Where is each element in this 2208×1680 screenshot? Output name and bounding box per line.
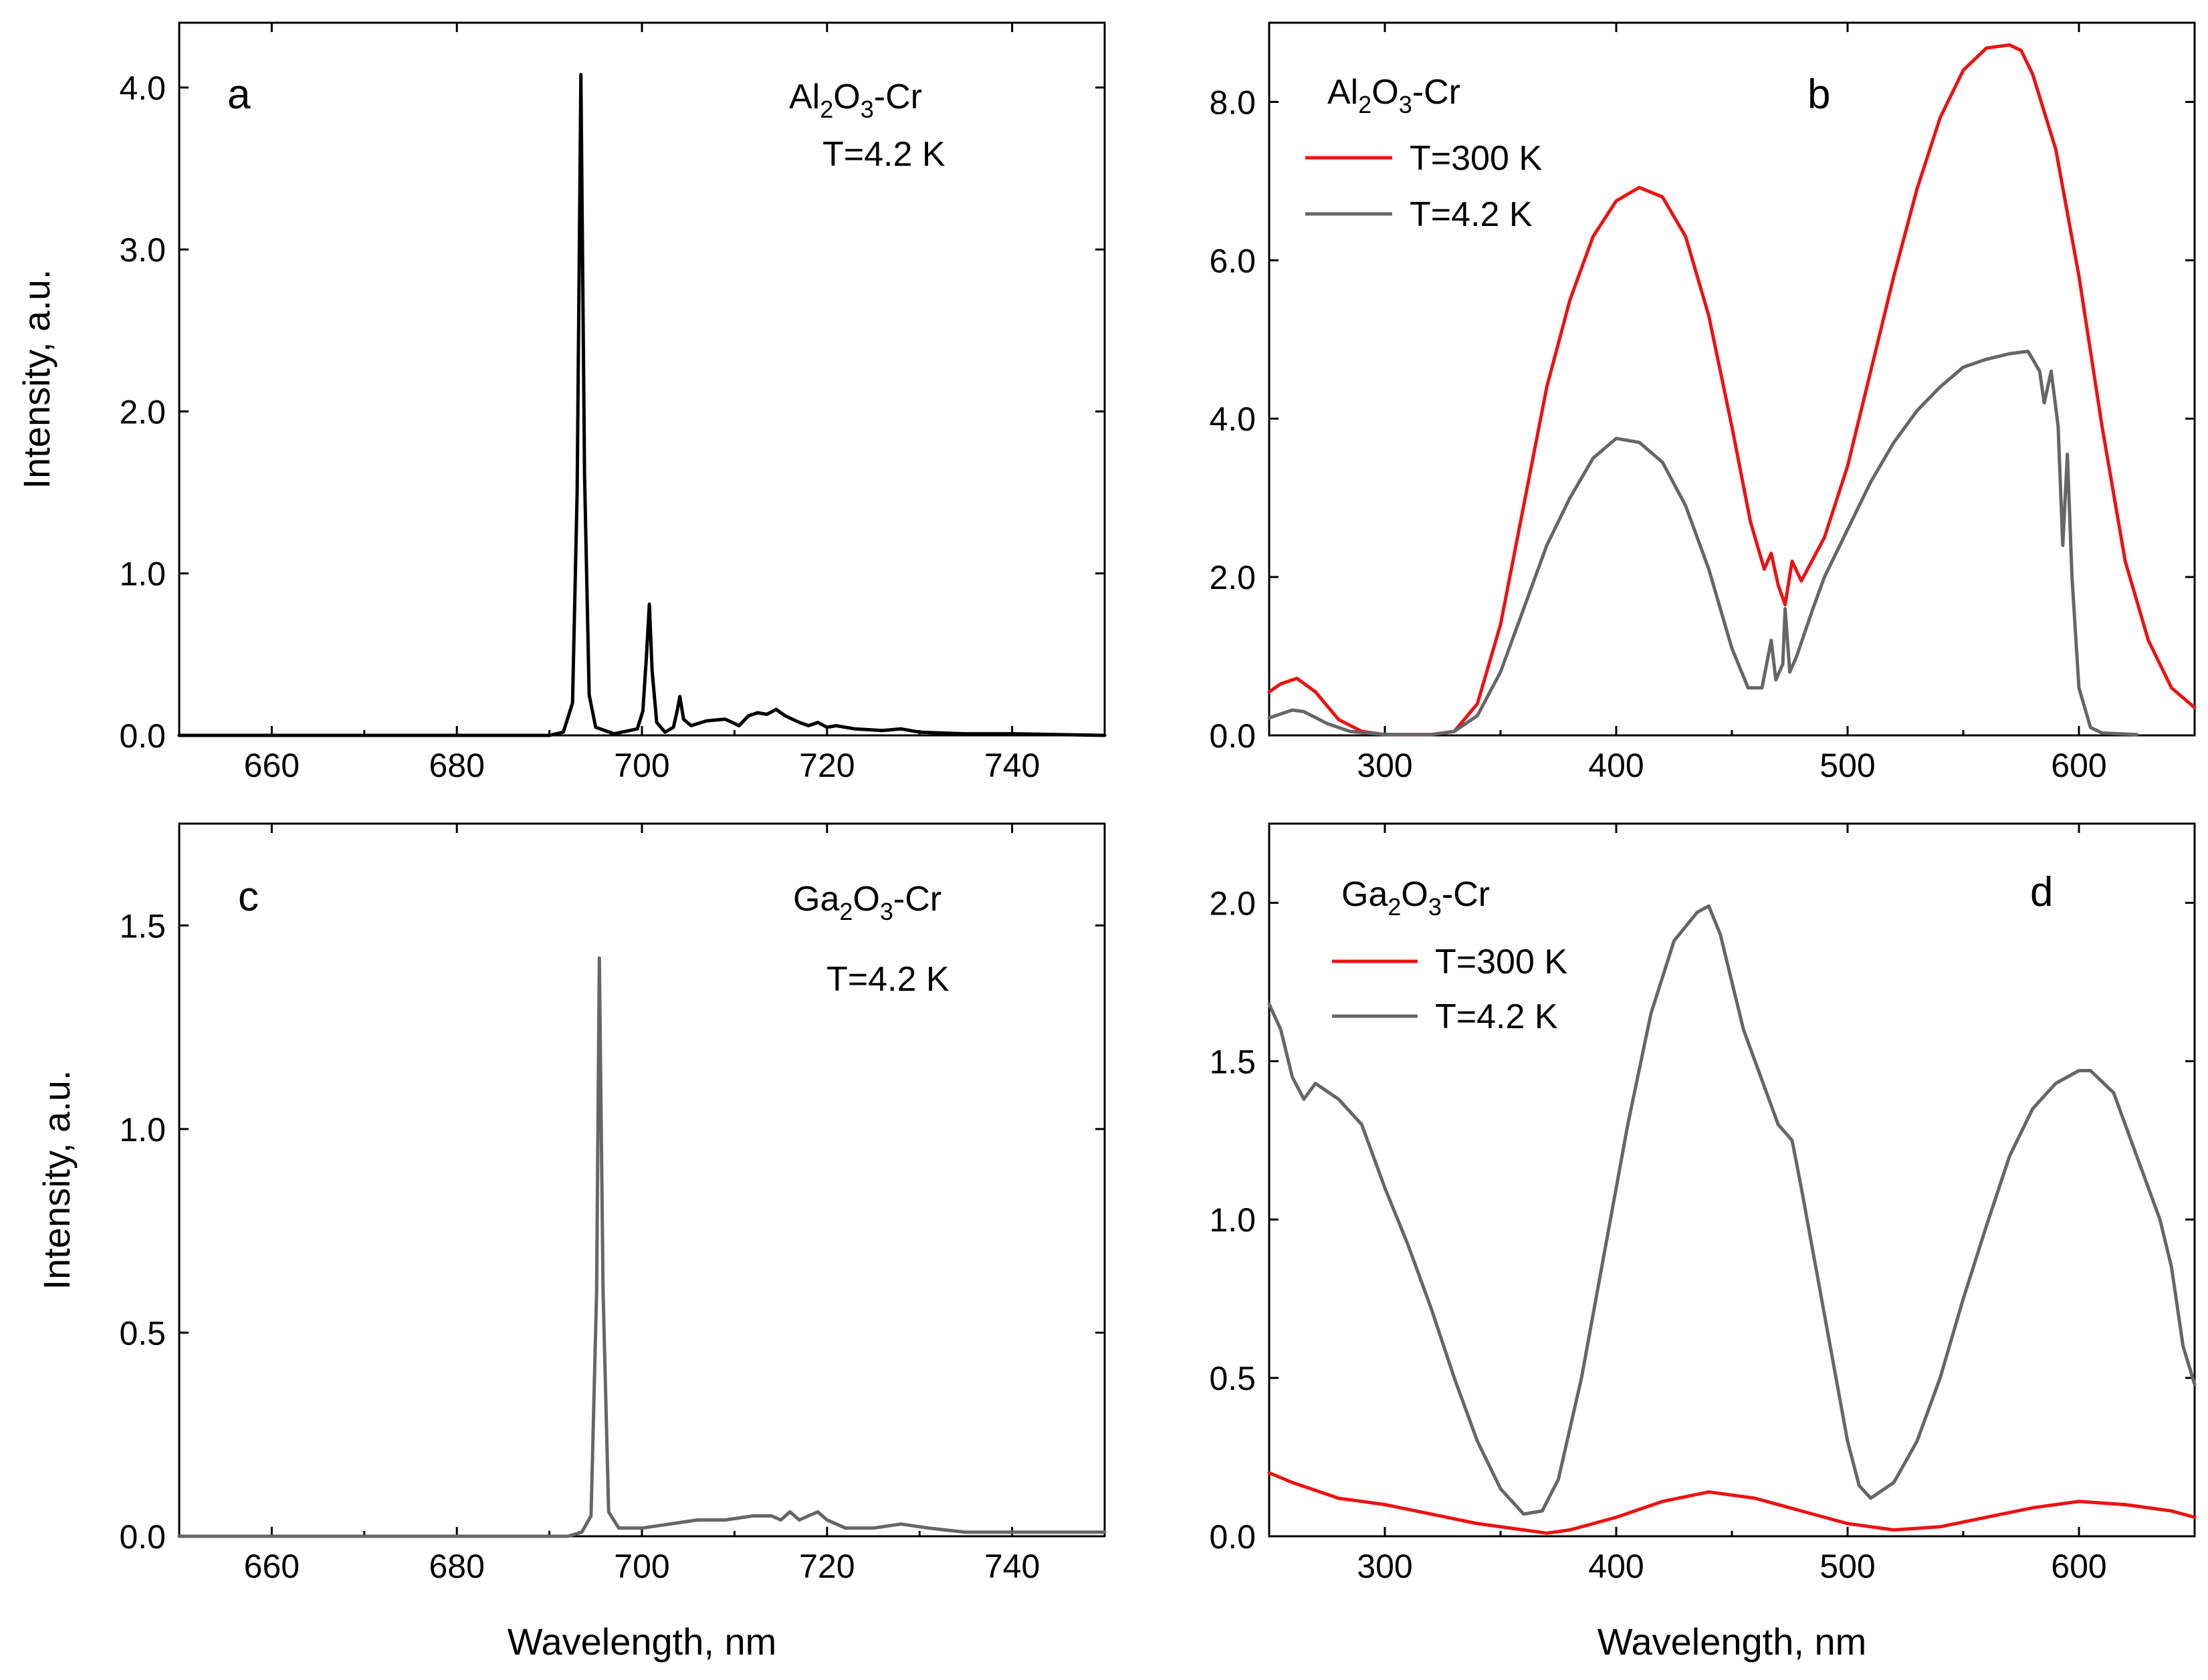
- panel-c: 660 680 700 720 740 0.0 0.5 1.0 1.5 c Ga2O3-Cr T…: [35, 822, 1107, 1663]
- series-line-2: [1267, 350, 2138, 737]
- y-tick-label: 6.0: [1209, 242, 1256, 279]
- legend-label-4k: T=4.2 K: [1410, 195, 1533, 234]
- series-layer: [1267, 904, 2197, 1535]
- material-label: Al2O3-Cr: [789, 78, 922, 123]
- y-tick-label: 2.0: [119, 393, 166, 431]
- x-tick-label: 400: [1588, 747, 1644, 784]
- series-line-1: [1267, 43, 2197, 737]
- x-ticks: [1269, 824, 2195, 1538]
- panel-letter: c: [238, 874, 259, 920]
- series-line-1: [177, 956, 1107, 1538]
- y-tick-label: 1.5: [1209, 1043, 1256, 1080]
- plot-area-frame: [178, 21, 1106, 737]
- y-axis-label: Intensity, a.u.: [35, 1070, 78, 1290]
- plot-area-frame: [1268, 822, 2196, 1538]
- panel-letter: a: [227, 72, 251, 118]
- x-ticks: [1269, 23, 2195, 737]
- legend: T=300 K T=4.2 K: [1332, 943, 1567, 1036]
- y-tick-label: 1.0: [119, 1111, 166, 1149]
- series-line-1: [1267, 1471, 2197, 1535]
- tick-labels: 660 680 700 720 740 0.0 1.0 2.0 3.0 4.0: [119, 70, 1040, 784]
- legend-label-4k: T=4.2 K: [1435, 997, 1558, 1036]
- y-tick-label: 8.0: [1209, 84, 1256, 121]
- y-tick-label: 0.0: [1209, 1518, 1256, 1556]
- tick-labels: 300 400 500 600 0.0 2.0 4.0 6.0 8.0: [1209, 84, 2106, 784]
- x-tick-label: 680: [429, 1548, 484, 1585]
- x-ticks: [179, 824, 1105, 1538]
- legend-label-300k: T=300 K: [1410, 139, 1542, 178]
- panel-d: 300 400 500 600 0.0 0.5 1.0 1.5 2.0 d Ga2O3-Cr T…: [1209, 822, 2197, 1663]
- y-tick-label: 1.5: [119, 907, 166, 945]
- series-layer: [1267, 43, 2197, 737]
- x-tick-label: 500: [1819, 1548, 1875, 1585]
- x-axis-label: Wavelength, nm: [508, 1621, 777, 1663]
- plot-area-frame: [1268, 21, 2196, 737]
- panel-letter: d: [2030, 869, 2053, 915]
- x-tick-label: 300: [1357, 1548, 1412, 1585]
- series-layer: [177, 73, 1107, 737]
- panel-a: 660 680 700 720 740 0.0 1.0 2.0 3.0 4.0 a Al2O3-C…: [15, 21, 1107, 784]
- panel-b: 300 400 500 600 0.0 2.0 4.0 6.0 8.0 b Al2O3-Cr T…: [1209, 21, 2197, 784]
- x-tick-label: 720: [799, 1548, 855, 1585]
- x-tick-label: 660: [244, 1548, 300, 1585]
- y-tick-label: 3.0: [119, 231, 166, 269]
- x-tick-label: 740: [984, 1548, 1040, 1585]
- x-tick-label: 500: [1819, 747, 1875, 784]
- y-tick-label: 2.0: [1209, 884, 1256, 922]
- x-tick-label: 600: [2051, 747, 2106, 784]
- material-label: Al2O3-Cr: [1327, 73, 1460, 118]
- x-tick-label: 400: [1588, 1548, 1644, 1585]
- material-label: Ga2O3-Cr: [1341, 875, 1490, 921]
- tick-labels: 660 680 700 720 740 0.0 0.5 1.0 1.5: [119, 907, 1040, 1585]
- y-tick-label: 2.0: [1209, 559, 1256, 596]
- x-tick-label: 700: [614, 1548, 669, 1585]
- legend-label-300k: T=300 K: [1435, 943, 1567, 981]
- x-tick-label: 300: [1357, 747, 1412, 784]
- y-tick-label: 4.0: [119, 70, 166, 107]
- y-tick-label: 4.0: [1209, 400, 1256, 438]
- material-label: Ga2O3-Cr: [793, 880, 942, 925]
- x-tick-label: 740: [984, 747, 1040, 784]
- x-tick-label: 680: [429, 747, 484, 784]
- series-line-2: [1267, 904, 2197, 1516]
- y-tick-label: 0.5: [1209, 1360, 1256, 1397]
- x-axis-label: Wavelength, nm: [1597, 1621, 1867, 1663]
- legend: T=300 K T=4.2 K: [1305, 139, 1542, 234]
- temperature-label: T=4.2 K: [822, 135, 946, 174]
- y-tick-label: 0.0: [1209, 717, 1256, 755]
- y-tick-label: 0.5: [119, 1314, 166, 1352]
- x-tick-label: 700: [614, 747, 669, 784]
- temperature-label: T=4.2 K: [826, 960, 950, 999]
- plot-area-frame: [178, 822, 1106, 1538]
- x-tick-label: 720: [799, 747, 855, 784]
- y-tick-label: 1.0: [1209, 1201, 1256, 1239]
- y-axis-label: Intensity, a.u.: [15, 269, 58, 489]
- series-line-1: [177, 73, 1107, 737]
- y-tick-label: 0.0: [119, 1518, 166, 1556]
- panel-letter: b: [1807, 72, 1830, 118]
- tick-labels: 300 400 500 600 0.0 0.5 1.0 1.5 2.0: [1209, 884, 2106, 1585]
- y-tick-label: 0.0: [119, 717, 166, 755]
- y-tick-label: 1.0: [119, 556, 166, 593]
- x-tick-label: 660: [244, 747, 300, 784]
- x-ticks: [179, 23, 1105, 737]
- series-layer: [177, 956, 1107, 1538]
- x-tick-label: 600: [2051, 1548, 2106, 1585]
